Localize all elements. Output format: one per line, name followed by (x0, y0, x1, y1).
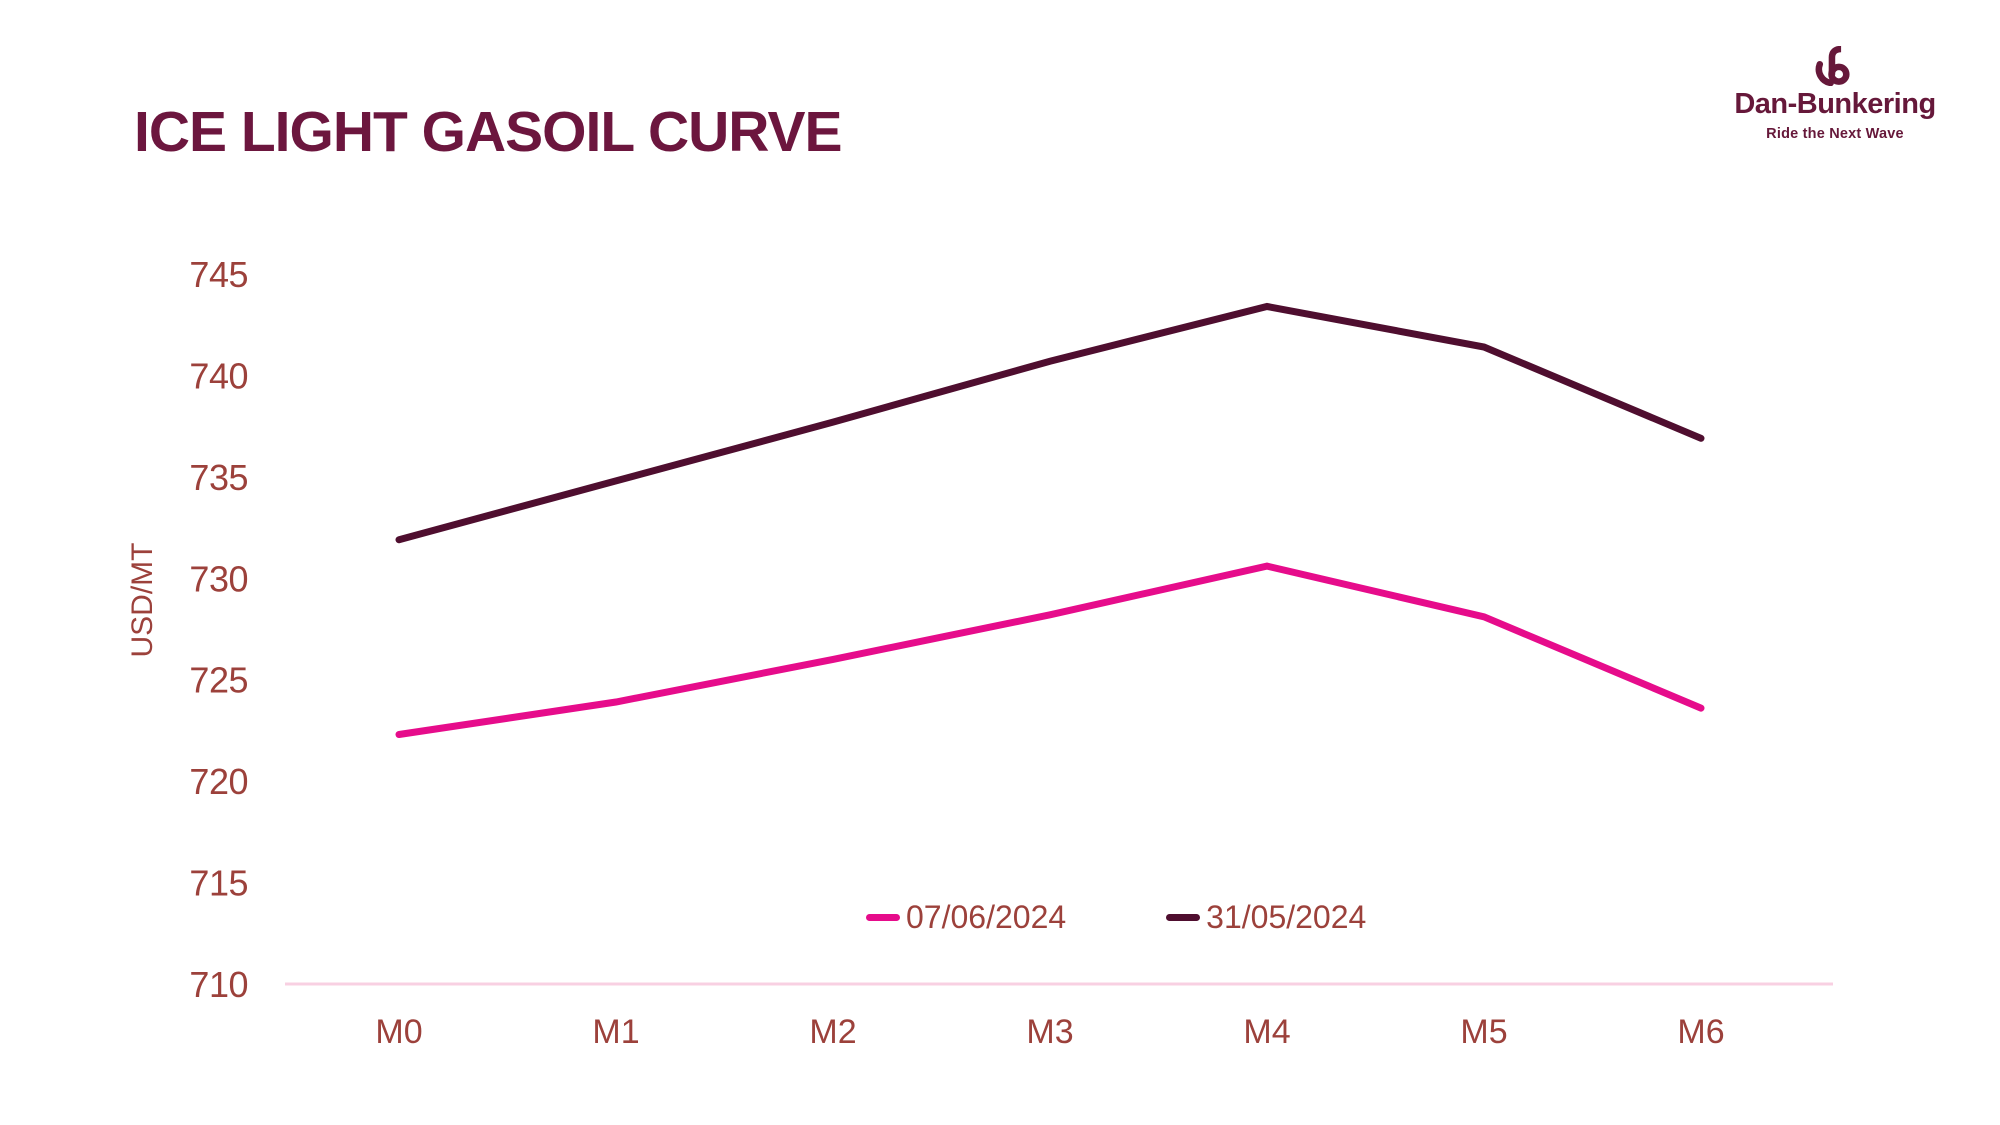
y-axis-tick-label: 730 (189, 558, 248, 599)
y-axis-tick-label: 715 (189, 863, 248, 904)
x-axis-category-label: M3 (1026, 1013, 1073, 1051)
x-axis-category-label: M4 (1243, 1013, 1290, 1051)
chart-title: ICE LIGHT GASOIL CURVE (134, 100, 842, 164)
brand-logo: Dan-Bunkering Ride the Next Wave (1715, 46, 1955, 142)
y-axis-tick-label: 740 (189, 355, 248, 396)
y-axis-tick-label: 710 (189, 964, 248, 1005)
x-axis-category-label: M5 (1460, 1013, 1507, 1051)
legend-item-current-week: 07/06/2024 (866, 901, 1066, 933)
anchor-b-logo-icon (1815, 46, 1850, 86)
x-axis-category-label: M2 (809, 1013, 856, 1051)
brand-tagline: Ride the Next Wave (1766, 126, 1904, 142)
legend-item-previous-week: 31/05/2024 (1166, 901, 1366, 933)
series-line-31-05-2024 (395, 302, 1705, 544)
y-axis-tick-label: 725 (189, 660, 248, 701)
y-axis-title: USD/MT (126, 543, 159, 658)
brand-name: Dan-Bunkering (1734, 88, 1936, 120)
legend-swatch-pink (866, 913, 900, 921)
legend-label: 31/05/2024 (1206, 899, 1367, 935)
chart-legend: 07/06/2024 31/05/2024 (866, 897, 1366, 937)
y-axis-tick-label: 735 (189, 457, 248, 498)
x-axis-category-label: M6 (1677, 1013, 1724, 1051)
x-axis-category-label: M0 (375, 1013, 422, 1051)
y-axis-tick-label: 745 (189, 254, 248, 295)
legend-label: 07/06/2024 (906, 899, 1067, 935)
series-line-07-06-2024 (395, 562, 1705, 738)
legend-swatch-dark (1166, 913, 1201, 921)
y-axis-tick-label: 720 (189, 761, 248, 802)
x-axis-category-label: M1 (592, 1013, 639, 1051)
